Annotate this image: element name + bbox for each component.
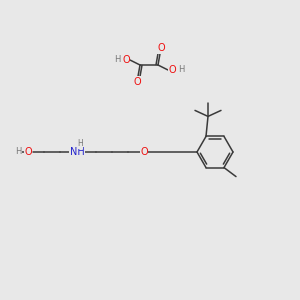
Text: O: O (168, 65, 176, 75)
Text: O: O (122, 55, 130, 65)
Text: O: O (157, 43, 165, 53)
Text: H: H (114, 56, 120, 64)
Text: O: O (133, 77, 141, 87)
Text: H: H (178, 65, 184, 74)
Text: H: H (15, 148, 21, 157)
Text: O: O (140, 147, 148, 157)
Text: NH: NH (70, 147, 84, 157)
Text: O: O (24, 147, 32, 157)
Text: H: H (77, 140, 83, 148)
